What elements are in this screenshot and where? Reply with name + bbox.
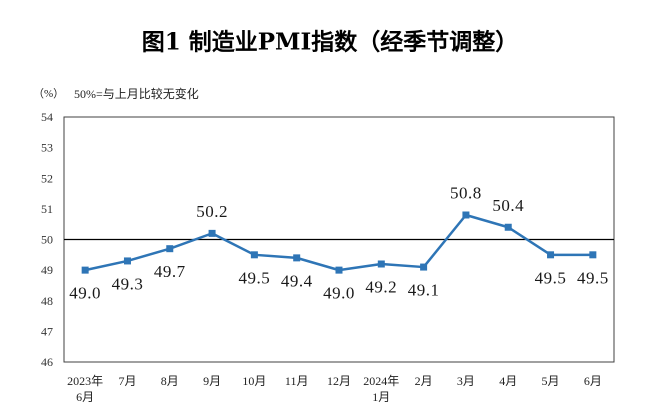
x-tick-label: 9月 xyxy=(203,374,221,388)
data-label: 49.3 xyxy=(112,274,144,293)
x-tick-label: 5月 xyxy=(542,374,560,388)
data-label: 49.5 xyxy=(535,268,567,287)
data-point xyxy=(589,251,597,259)
data-point xyxy=(293,254,301,262)
x-tick-label: 1月 xyxy=(372,390,390,404)
y-tick-label: 46 xyxy=(41,355,53,369)
data-point xyxy=(250,251,258,259)
data-label: 49.0 xyxy=(69,284,101,303)
data-point xyxy=(420,263,428,271)
data-label: 50.8 xyxy=(450,184,482,203)
y-tick-label: 52 xyxy=(41,171,53,185)
x-tick-label: 6月 xyxy=(76,390,94,404)
y-tick-label: 47 xyxy=(41,324,53,338)
data-label: 49.5 xyxy=(239,268,271,287)
y-tick-label: 54 xyxy=(41,110,53,124)
data-label: 49.4 xyxy=(281,271,313,290)
reference-note: 50%=与上月比较无变化 xyxy=(74,86,199,101)
y-tick-label: 50 xyxy=(41,233,53,247)
x-tick-label: 12月 xyxy=(327,374,351,388)
data-label: 49.7 xyxy=(154,262,186,281)
x-tick-label: 2月 xyxy=(415,374,433,388)
y-tick-label: 49 xyxy=(41,263,53,277)
unit-label: （%） xyxy=(33,87,64,100)
data-point xyxy=(335,266,343,274)
x-tick-label: 7月 xyxy=(118,374,136,388)
x-tick-label: 11月 xyxy=(285,374,309,388)
data-label: 49.0 xyxy=(323,284,355,303)
x-tick-label: 2023年 xyxy=(67,374,103,388)
x-tick-label: 10月 xyxy=(242,374,266,388)
data-point xyxy=(462,211,470,219)
x-axis-tick-labels: 2023年 6月 7月 8月 9月 10月 11月 12月 2024年 1月 2月 3月 4月 5月 6月 xyxy=(67,374,602,404)
x-tick-label: 2024年 xyxy=(363,374,399,388)
data-point xyxy=(208,229,216,237)
data-label: 49.2 xyxy=(365,278,397,297)
data-label: 50.2 xyxy=(196,202,228,221)
data-label: 50.4 xyxy=(492,196,524,215)
data-point xyxy=(377,260,385,268)
y-tick-label: 53 xyxy=(41,141,53,155)
x-tick-label: 8月 xyxy=(161,374,179,388)
data-point xyxy=(166,245,174,253)
y-tick-label: 51 xyxy=(41,202,53,216)
x-tick-label: 6月 xyxy=(584,374,602,388)
chart-title: 图1 制造业PMI指数（经季节调整） xyxy=(142,29,519,56)
data-point xyxy=(123,257,131,265)
data-point xyxy=(547,251,555,259)
x-tick-label: 4月 xyxy=(499,374,517,388)
y-axis-tick-labels: 46 47 48 49 50 51 52 53 54 xyxy=(41,110,53,369)
data-label: 49.5 xyxy=(577,268,609,287)
data-label: 49.1 xyxy=(408,281,440,300)
data-markers xyxy=(81,211,597,274)
y-tick-label: 48 xyxy=(41,294,53,308)
x-tick-label: 3月 xyxy=(457,374,475,388)
data-point xyxy=(81,266,89,274)
data-point xyxy=(504,223,512,231)
data-labels: 49.0 49.3 49.7 50.2 49.5 49.4 49.0 49.2 49.1 50.8… xyxy=(69,184,608,303)
